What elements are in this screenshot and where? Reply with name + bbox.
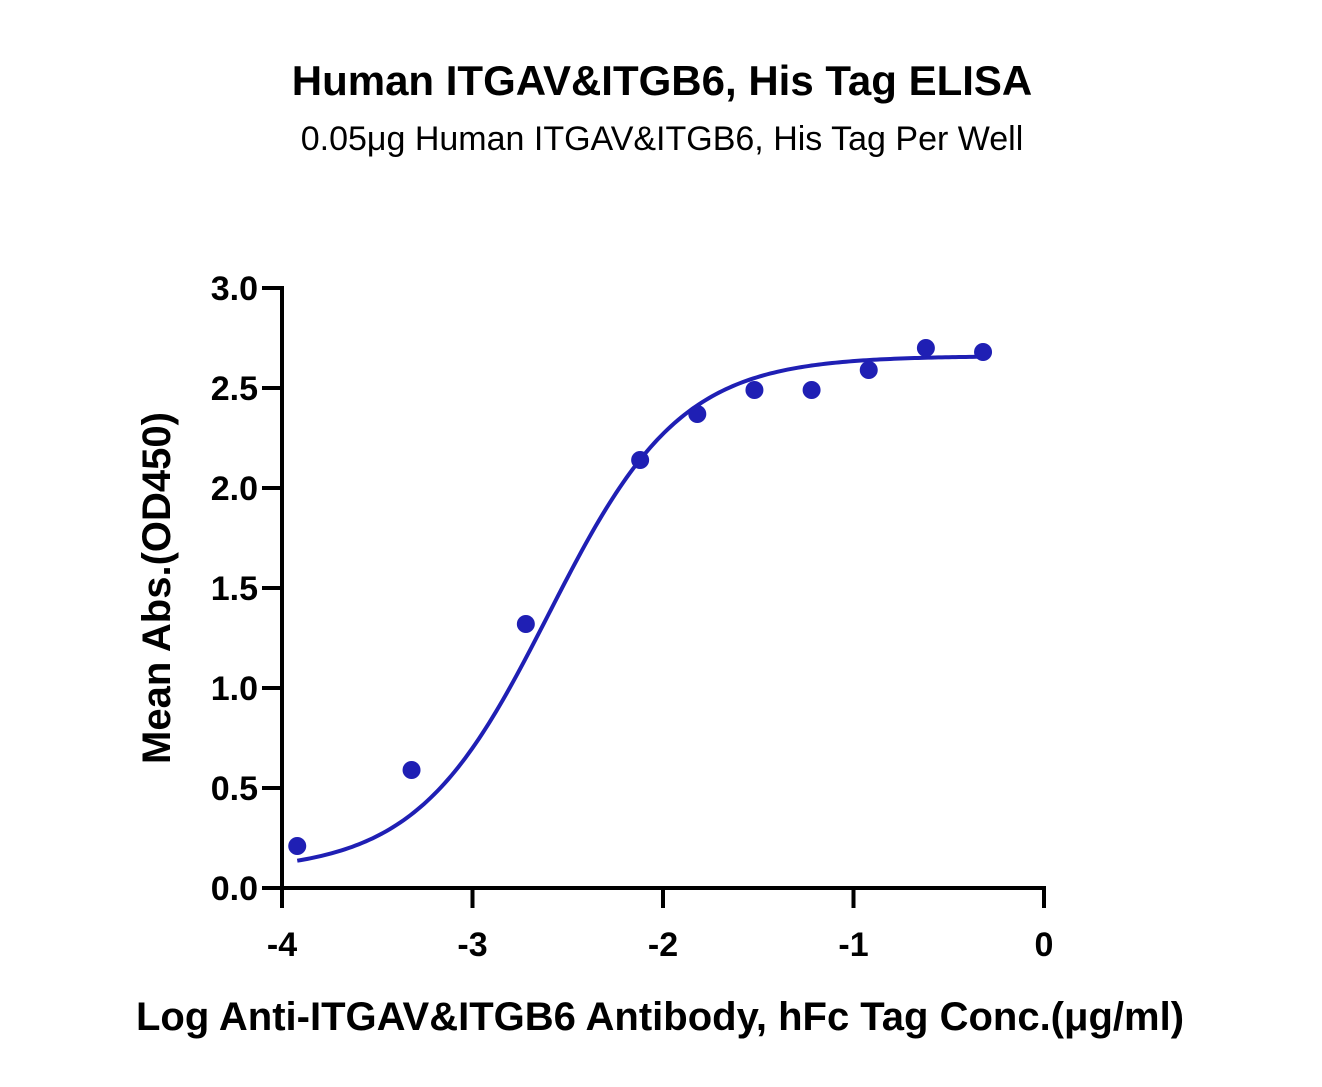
data-point	[745, 381, 764, 399]
x-tick-label: -4	[267, 926, 297, 964]
y-tick-label: 2.0	[211, 470, 258, 508]
y-tick-label: 1.0	[211, 670, 258, 708]
data-point	[859, 361, 878, 379]
x-tick-label: -2	[648, 926, 678, 964]
x-tick-label: 0	[1035, 926, 1054, 964]
data-point	[516, 615, 535, 633]
data-points	[288, 339, 993, 855]
y-axis-label: Mean Abs.(OD450)	[135, 412, 179, 764]
data-point	[802, 381, 821, 399]
y-tick-group: 0.0 0.5 1.0 1.5 2.0 2.5 3.0	[211, 270, 282, 908]
data-point	[974, 343, 993, 361]
x-tick-label: -3	[457, 926, 487, 964]
fit-curve	[296, 354, 984, 863]
y-tick-label: 1.5	[211, 570, 258, 608]
data-point	[916, 339, 935, 357]
x-tick-group: -4 -3 -2 -1 0	[267, 888, 1054, 964]
y-tick-label: 3.0	[211, 270, 258, 308]
data-point	[631, 451, 650, 469]
data-point	[402, 761, 421, 779]
y-tick-label: 0.0	[211, 870, 258, 908]
chart-subtitle: 0.05μg Human ITGAV&ITGB6, His Tag Per We…	[301, 120, 1024, 158]
chart-title: Human ITGAV&ITGB6, His Tag ELISA	[292, 57, 1033, 104]
y-tick-label: 0.5	[211, 770, 258, 808]
y-tick-label: 2.5	[211, 370, 258, 408]
data-point	[688, 405, 707, 423]
data-point	[288, 837, 307, 855]
x-axis-label: Log Anti-ITGAV&ITGB6 Antibody, hFc Tag C…	[136, 995, 1184, 1039]
x-tick-label: -1	[838, 926, 868, 964]
